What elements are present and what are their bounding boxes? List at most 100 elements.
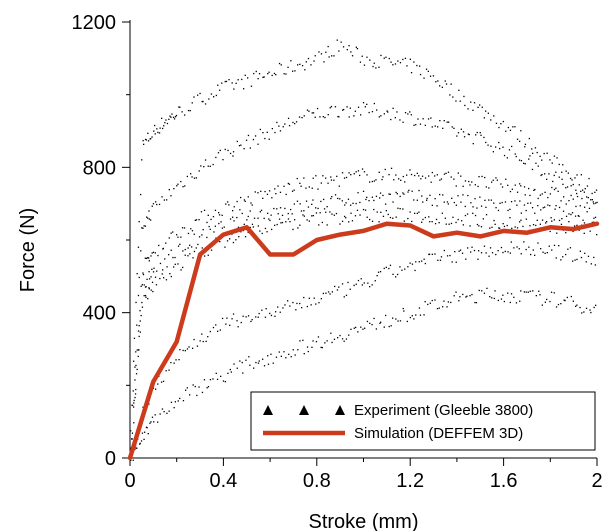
experiment-point	[287, 300, 289, 302]
experiment-point	[360, 114, 362, 116]
experiment-point	[190, 228, 192, 230]
experiment-point	[258, 360, 260, 362]
experiment-point	[220, 375, 222, 377]
experiment-point	[136, 368, 138, 371]
experiment-point	[240, 231, 242, 233]
experiment-point	[472, 143, 474, 145]
experiment-point	[189, 110, 191, 112]
experiment-point	[373, 62, 375, 64]
experiment-point	[154, 414, 156, 416]
legend-experiment-label: Experiment (Gleeble 3800)	[354, 402, 533, 419]
experiment-point	[320, 200, 322, 203]
experiment-point	[150, 421, 152, 423]
experiment-point	[227, 149, 229, 152]
experiment-point	[330, 105, 333, 108]
experiment-point	[531, 148, 533, 150]
experiment-point	[155, 201, 157, 203]
experiment-point	[362, 102, 365, 104]
experiment-point	[338, 286, 340, 288]
experiment-point	[266, 231, 268, 233]
experiment-point	[331, 341, 333, 344]
experiment-point	[513, 247, 515, 249]
experiment-point	[169, 115, 171, 117]
experiment-point	[359, 174, 361, 177]
experiment-point	[166, 122, 169, 125]
experiment-point	[515, 155, 517, 158]
experiment-point	[191, 102, 193, 104]
experiment-point	[319, 116, 321, 118]
experiment-point	[409, 316, 411, 319]
experiment-point	[276, 223, 278, 226]
x-tick-label: 2	[591, 470, 602, 492]
y-tick-label: 800	[83, 157, 116, 179]
experiment-point	[482, 218, 484, 220]
experiment-point	[133, 360, 135, 362]
experiment-point	[441, 212, 443, 214]
experiment-point	[586, 196, 588, 198]
experiment-point	[402, 307, 404, 310]
experiment-point	[438, 222, 440, 224]
experiment-point	[522, 225, 524, 228]
experiment-point	[451, 197, 453, 199]
experiment-point	[268, 218, 270, 220]
experiment-point	[151, 281, 154, 283]
experiment-point	[287, 66, 289, 68]
experiment-point	[586, 185, 589, 187]
experiment-point	[305, 187, 307, 189]
experiment-point	[395, 276, 397, 278]
experiment-point	[359, 214, 361, 216]
experiment-point	[293, 189, 295, 191]
experiment-point	[491, 181, 493, 183]
experiment-point	[509, 129, 512, 131]
experiment-point	[263, 217, 265, 219]
experiment-point	[457, 132, 460, 134]
experiment-point	[503, 300, 505, 303]
experiment-point	[182, 186, 184, 188]
experiment-point	[299, 224, 301, 226]
experiment-point	[558, 245, 560, 247]
experiment-point	[140, 250, 142, 252]
experiment-point	[282, 307, 284, 309]
experiment-point	[311, 215, 313, 217]
experiment-point	[455, 291, 457, 293]
experiment-point	[345, 294, 348, 296]
experiment-point	[362, 208, 365, 211]
experiment-point	[343, 296, 345, 298]
experiment-point	[411, 190, 413, 192]
experiment-point	[484, 176, 486, 179]
experiment-point	[487, 112, 489, 114]
experiment-point	[551, 186, 553, 189]
experiment-point	[311, 346, 313, 348]
experiment-point	[311, 187, 313, 189]
experiment-point	[228, 204, 230, 206]
experiment-point	[330, 197, 332, 200]
experiment-point	[379, 322, 381, 324]
experiment-point	[290, 208, 292, 211]
experiment-point	[523, 204, 526, 206]
experiment-point	[571, 179, 573, 181]
experiment-point	[142, 140, 144, 142]
experiment-point	[560, 223, 563, 225]
experiment-point	[541, 219, 544, 221]
experiment-point	[318, 51, 320, 53]
experiment-point	[204, 103, 207, 105]
experiment-point	[198, 386, 200, 388]
experiment-point	[258, 73, 261, 75]
experiment-point	[583, 232, 585, 234]
experiment-point	[327, 114, 329, 116]
experiment-point	[418, 261, 420, 263]
experiment-point	[142, 406, 144, 408]
experiment-point	[529, 290, 531, 292]
experiment-point	[270, 353, 272, 355]
experiment-point	[346, 49, 348, 51]
experiment-point	[483, 136, 485, 139]
experiment-point	[221, 317, 224, 320]
experiment-point	[514, 200, 516, 202]
experiment-point	[213, 231, 215, 233]
experiment-point	[416, 64, 418, 67]
experiment-point	[222, 159, 224, 161]
experiment-point	[539, 194, 541, 196]
experiment-point	[460, 201, 462, 203]
experiment-point	[170, 361, 172, 364]
experiment-point	[305, 61, 307, 63]
